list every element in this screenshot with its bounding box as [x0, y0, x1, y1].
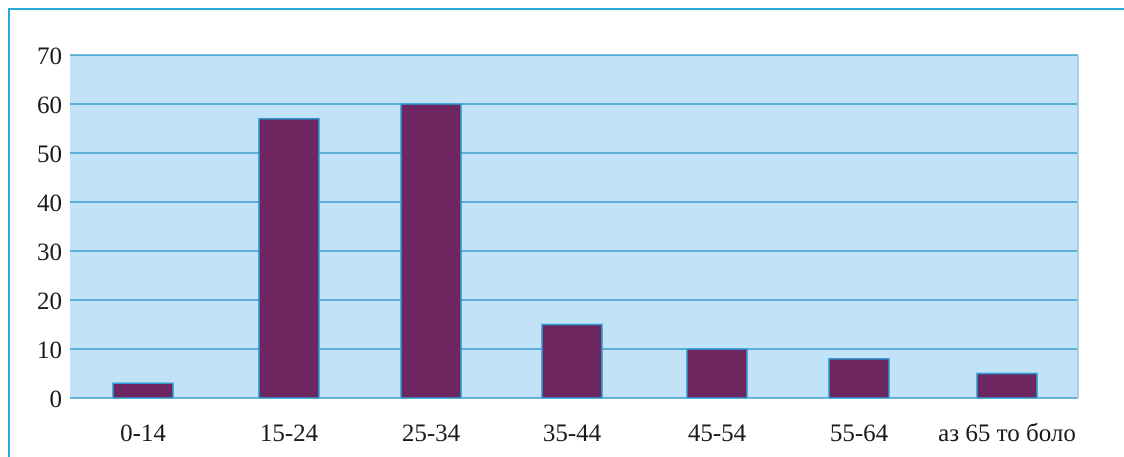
frame-left-border [8, 8, 10, 457]
x-tick-label: 25-34 [402, 420, 461, 447]
bar-0-14 [112, 382, 174, 399]
y-tick-label: 10 [37, 337, 62, 364]
x-tick-label: 15-24 [260, 420, 319, 447]
x-tick-label: 35-44 [543, 420, 602, 447]
y-tick-label: 30 [37, 239, 62, 266]
y-tick-label: 40 [37, 190, 62, 217]
bar-25-34 [400, 103, 462, 399]
x-tick-label: 45-54 [688, 420, 747, 447]
y-tick-label: 70 [37, 43, 62, 70]
y-tick-label: 20 [37, 288, 62, 315]
bar-55-64 [828, 358, 890, 399]
bar-15-24 [258, 117, 320, 399]
y-tick-label: 0 [50, 386, 63, 413]
bars [112, 103, 1038, 399]
y-tick-label: 50 [37, 141, 62, 168]
bar-35-44 [541, 323, 603, 399]
y-tick-label: 60 [37, 92, 62, 119]
x-tick-label: 55-64 [830, 420, 889, 447]
x-tick-label: аз 65 то боло [938, 420, 1076, 447]
x-axis-ticks: 0-14 15-24 25-34 35-44 45-54 55-64 аз 65 то бо… [120, 420, 1076, 447]
x-tick-label: 0-14 [120, 420, 166, 447]
y-axis-ticks: 0 10 20 30 40 50 60 70 [37, 43, 62, 413]
bar-45-54 [686, 348, 748, 399]
frame-top-border [8, 8, 1124, 10]
bar-аз-65-то-боло [976, 372, 1038, 399]
